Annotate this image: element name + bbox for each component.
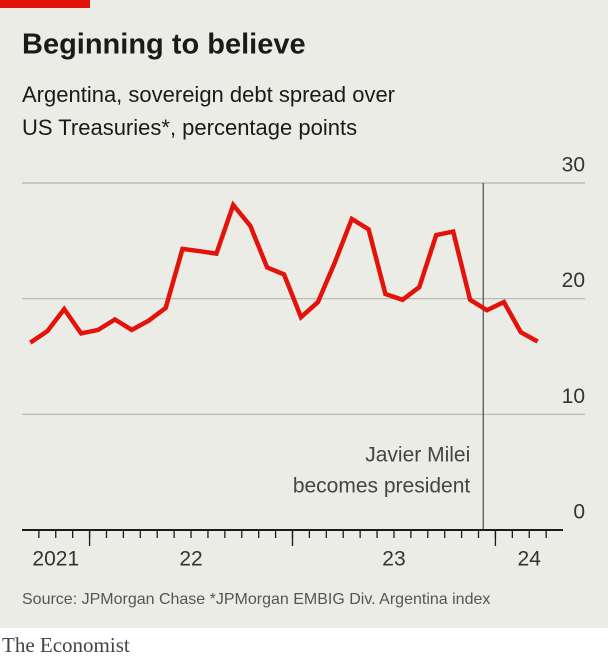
chart-subtitle: Argentina, sovereign debt spread over — [22, 82, 395, 107]
x-tick-label: 2021 — [32, 548, 79, 571]
y-tick-label: 10 — [562, 385, 585, 408]
brand-tag — [0, 0, 90, 8]
y-tick-label: 0 — [573, 501, 585, 524]
y-tick-label: 30 — [562, 154, 585, 177]
x-tick-label: 24 — [518, 548, 542, 571]
x-tick-label: 23 — [382, 548, 405, 571]
chart-subtitle: US Treasuries*, percentage points — [22, 115, 357, 140]
brand: The Economist — [2, 633, 130, 657]
data-line — [29, 200, 539, 345]
x-tick-label: 22 — [179, 548, 202, 571]
y-tick-label: 20 — [562, 269, 585, 292]
chart-title: Beginning to believe — [22, 29, 306, 61]
annotation-text: Javier Milei — [365, 444, 470, 467]
source: Source: JPMorgan Chase *JPMorgan EMBIG D… — [22, 591, 490, 608]
annotation-text: becomes president — [293, 475, 471, 498]
